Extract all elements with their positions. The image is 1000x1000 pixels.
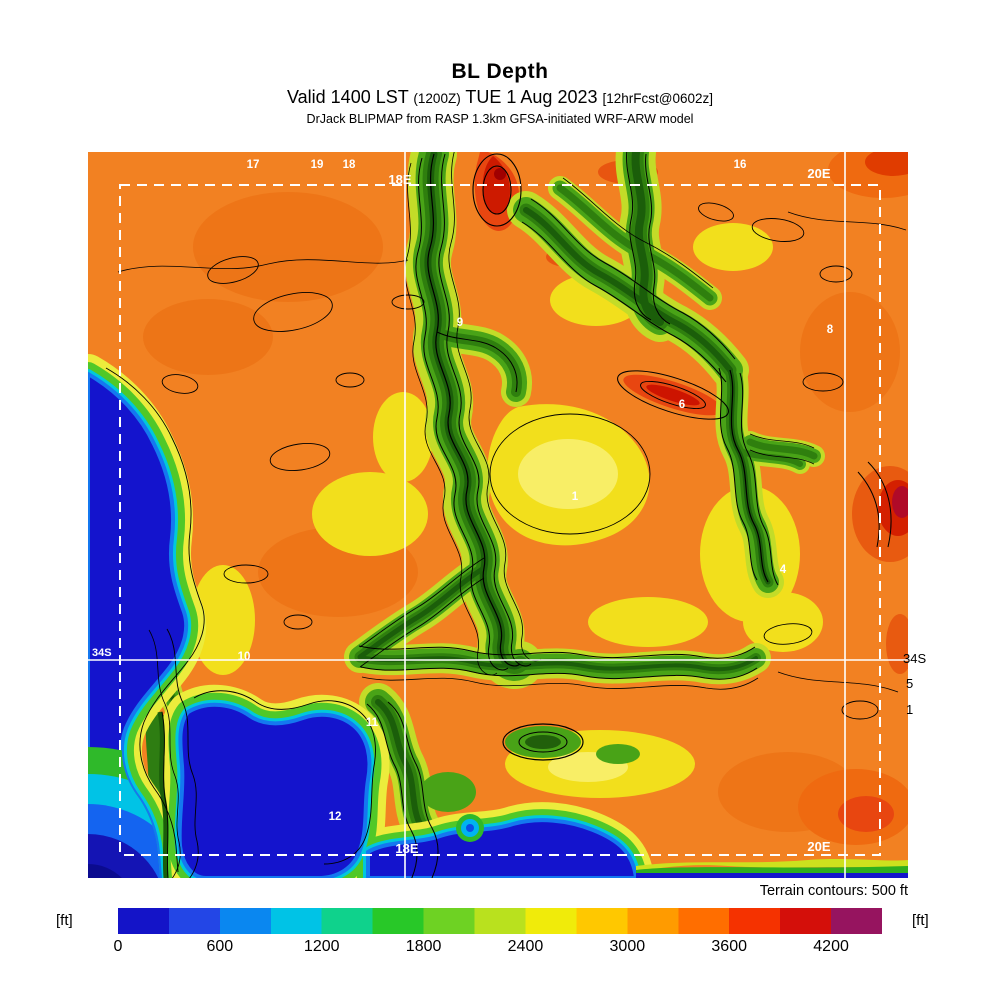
site-label-6: 6: [679, 399, 685, 411]
blipmap-map: 17 19 18 18E 16 20E 9 8 6 1 4 10 11 12 1…: [88, 152, 908, 878]
colorbar-tick-1800: 1800: [405, 938, 442, 955]
forecast-tag: [12hrFcst@0602z]: [602, 91, 714, 106]
lon-label-20e-bottom: 20E: [807, 839, 830, 854]
site-label-1-edge: 1: [906, 702, 914, 717]
site-label-1: 1: [572, 491, 579, 503]
site-label-12: 12: [329, 811, 342, 823]
site-label-8: 8: [827, 324, 834, 336]
colorbar-tick-3000: 3000: [609, 938, 646, 955]
site-label-4: 4: [780, 564, 787, 576]
site-label-5: 5: [906, 676, 914, 691]
site-label-18: 18: [343, 159, 356, 171]
colorbar-ticks: 0 600 1200 1800 2400 3000 3600 4200: [114, 938, 882, 958]
colorbar-tick-1200: 1200: [303, 938, 340, 955]
site-label-19: 19: [311, 159, 324, 171]
lon-label-18e-bottom: 18E: [395, 841, 418, 856]
lon-label-20e-top: 20E: [807, 166, 830, 181]
terrain-contours-note: Terrain contours: 500 ft: [759, 883, 908, 899]
colorbar-tick-3600: 3600: [711, 938, 747, 955]
header: BL Depth Valid 1400 LST (1200Z) TUE 1 Au…: [0, 60, 1000, 126]
colorbar-tick-0: 0: [113, 938, 123, 955]
site-label-16-top: 16: [734, 159, 747, 171]
colorbar-unit-left: [ft]: [56, 912, 73, 929]
colorbar-tick-2400: 2400: [507, 938, 544, 955]
lat-label-34s-left: 34S: [92, 647, 112, 659]
page-title: BL Depth: [451, 60, 549, 83]
colorbar-tick-4200: 4200: [813, 938, 849, 955]
valid-time: Valid 1400 LST: [286, 87, 409, 107]
valid-line: Valid 1400 LST (1200Z) TUE 1 Aug 2023 [1…: [0, 87, 1000, 108]
map-area: 17 19 18 18E 16 20E 9 8 6 1 4 10 11 12 1…: [88, 152, 908, 878]
site-label-11: 11: [366, 717, 379, 729]
site-label-10: 10: [238, 651, 251, 663]
site-label-17: 17: [247, 159, 260, 171]
lon-label-18e-top: 18E: [388, 172, 411, 187]
colorbar-unit-right: [ft]: [912, 912, 929, 929]
valid-date: TUE 1 Aug 2023: [465, 87, 598, 107]
model-line: DrJack BLIPMAP from RASP 1.3km GFSA-init…: [306, 112, 694, 126]
colorbar: [118, 908, 882, 934]
colorbar-tick-600: 600: [206, 938, 234, 955]
valid-zulu: (1200Z): [413, 91, 461, 106]
lat-label-34s-right: 34S: [903, 651, 927, 666]
site-label-9: 9: [457, 317, 463, 329]
